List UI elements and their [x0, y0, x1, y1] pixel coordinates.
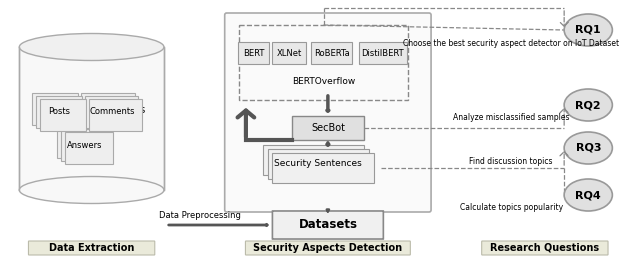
Text: Data Extraction: Data Extraction — [49, 243, 134, 253]
Text: Research Questions: Research Questions — [490, 243, 600, 253]
Text: Datasets: Datasets — [298, 218, 357, 232]
Bar — [268, 149, 369, 179]
Ellipse shape — [19, 33, 164, 61]
Bar — [65, 132, 113, 164]
FancyBboxPatch shape — [225, 13, 431, 212]
Text: Security Sentences: Security Sentences — [275, 159, 362, 169]
Ellipse shape — [564, 179, 612, 211]
Text: XLNet: XLNet — [276, 49, 302, 57]
Text: SecBot: SecBot — [311, 123, 345, 133]
Bar — [312, 42, 352, 64]
Bar — [273, 42, 306, 64]
FancyBboxPatch shape — [273, 211, 383, 239]
Text: Analyze misclassified samples: Analyze misclassified samples — [453, 114, 570, 122]
Bar — [61, 129, 109, 161]
Text: Data Preprocessing: Data Preprocessing — [159, 211, 241, 221]
Text: Find discussion topics: Find discussion topics — [469, 157, 553, 165]
Bar — [36, 96, 82, 128]
FancyBboxPatch shape — [245, 241, 410, 255]
Bar — [273, 153, 374, 183]
Ellipse shape — [564, 89, 612, 121]
Ellipse shape — [564, 14, 612, 46]
Text: RoBERTa: RoBERTa — [314, 49, 349, 57]
Text: Security Aspects Detection: Security Aspects Detection — [253, 243, 403, 253]
Bar — [89, 99, 142, 131]
Bar — [85, 96, 138, 128]
Bar — [32, 93, 78, 125]
Text: StackOverflow Dumps: StackOverflow Dumps — [38, 105, 146, 115]
Text: RQ4: RQ4 — [575, 190, 601, 200]
FancyBboxPatch shape — [482, 241, 608, 255]
Text: Comments: Comments — [89, 108, 134, 116]
Bar — [263, 145, 364, 175]
Text: RQ3: RQ3 — [575, 143, 601, 153]
Bar — [81, 93, 134, 125]
Bar — [238, 42, 269, 64]
Text: RQ1: RQ1 — [575, 25, 601, 35]
Text: Choose the best security aspect detector on IoT Dataset: Choose the best security aspect detector… — [403, 39, 619, 48]
Ellipse shape — [564, 132, 612, 164]
Bar — [40, 99, 86, 131]
Text: Posts: Posts — [48, 108, 70, 116]
Text: BERT: BERT — [243, 49, 264, 57]
Bar — [292, 116, 364, 140]
FancyBboxPatch shape — [28, 241, 155, 255]
Text: BERTOverflow: BERTOverflow — [292, 78, 355, 86]
Text: RQ2: RQ2 — [575, 100, 601, 110]
Bar — [359, 42, 407, 64]
Text: DistilBERT: DistilBERT — [362, 49, 404, 57]
Bar — [19, 47, 164, 190]
Ellipse shape — [19, 176, 164, 204]
Bar — [239, 25, 408, 100]
Bar — [57, 126, 105, 158]
Text: Calculate topics popularity: Calculate topics popularity — [460, 204, 563, 212]
Text: Answers: Answers — [67, 140, 102, 150]
